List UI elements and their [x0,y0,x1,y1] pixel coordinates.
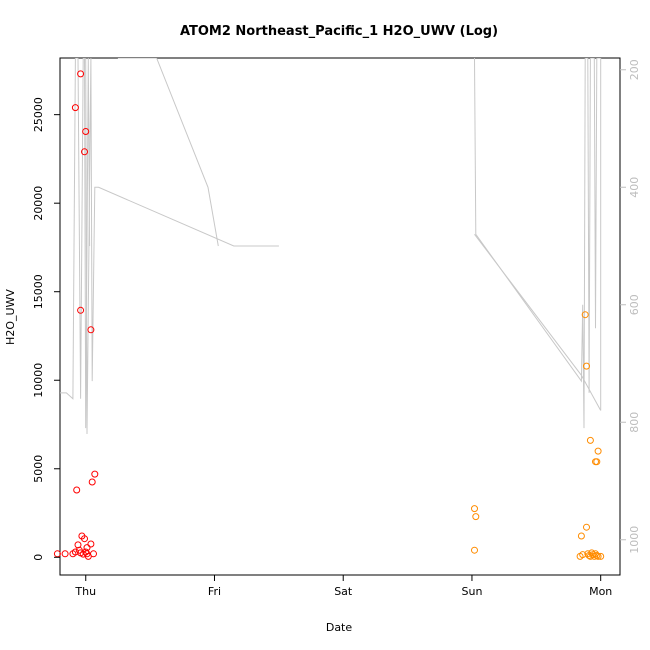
x-axis: Thu Fri Sat Sun Mon [74,575,612,598]
data-point [597,552,605,560]
data-point [73,486,81,494]
data-point [577,532,585,540]
data-point [593,458,601,466]
y-tick-label: 20000 [32,186,45,221]
data-point [579,551,587,559]
y-right-tick-label: 1000 [628,526,641,554]
data-point [586,436,594,444]
x-tick-label: Thu [74,585,96,598]
data-point [583,523,590,531]
data-point [91,470,99,478]
data-points [53,70,605,560]
series-line-3 [474,58,602,429]
data-point [594,447,602,455]
plot-frame [59,57,621,576]
data-point [77,70,85,78]
x-tick-label: Sat [334,585,353,598]
y-right-tick-label: 600 [628,294,641,315]
y-right-tick-label: 200 [628,59,641,80]
data-point [81,535,88,543]
x-tick-label: Mon [589,585,612,598]
series-line-0 [85,58,279,435]
data-point [87,326,95,334]
data-point [71,104,79,112]
data-point [471,505,478,513]
x-axis-label: Date [326,621,353,634]
series-lines [60,58,602,435]
data-point [472,513,480,521]
data-point [82,128,90,135]
data-point [81,148,88,156]
y-right-tick-label: 400 [628,177,641,198]
data-point [594,552,602,560]
y-axis: 0 5000 10000 15000 20000 25000 [32,97,60,561]
y-axis-label: H2O_UWV [4,289,17,345]
series-line-1 [117,58,219,247]
x-tick-label: Fri [208,585,221,598]
data-point [87,540,95,548]
y-tick-label: 15000 [32,274,45,309]
data-point [88,478,96,486]
data-point [83,544,91,552]
data-point [82,548,90,556]
y-tick-label: 10000 [32,363,45,398]
data-point [593,552,601,559]
data-point [581,311,589,319]
y-tick-label: 25000 [32,97,45,132]
x-tick-label: Sun [461,585,482,598]
data-point [471,546,478,554]
series-line-4 [474,233,602,411]
series-line-2 [60,58,91,429]
data-point [71,548,79,556]
chart-title: ATOM2 Northeast_Pacific_1 H2O_UWV (Log) [180,24,498,39]
data-point [61,550,69,558]
y-right-tick-label: 800 [628,412,641,433]
y-axis-right: 200 400 600 800 1000 [620,59,641,554]
y-tick-label: 5000 [32,455,45,483]
data-point [583,362,590,370]
data-point [77,306,85,314]
y-tick-label: 0 [32,554,45,561]
